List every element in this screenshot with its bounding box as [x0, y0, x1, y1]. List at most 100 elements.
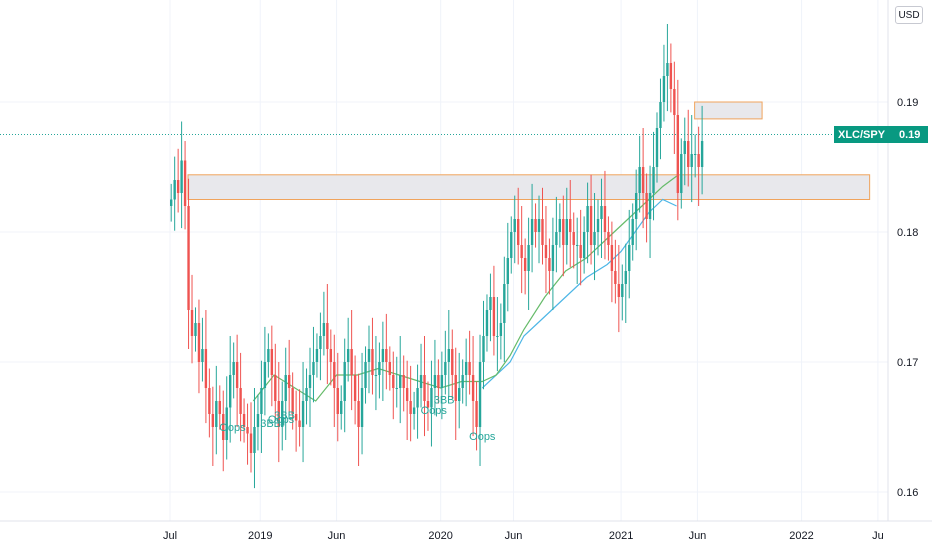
- candle-body: [315, 349, 319, 362]
- candle-body: [440, 375, 444, 388]
- candle-body: [471, 375, 475, 401]
- currency-button[interactable]: USD: [895, 6, 923, 24]
- candle-body: [510, 232, 513, 258]
- candle-body: [423, 375, 426, 401]
- x-axis[interactable]: Jul 2019 Jun 2020 Jun 2021 Jun 2022 Ju: [163, 530, 884, 542]
- candle-body: [430, 388, 433, 408]
- candle-body: [669, 63, 673, 89]
- last-price-tag: XLC/SPY 0.19: [834, 126, 928, 143]
- candle-body: [596, 219, 600, 232]
- candle-body: [284, 375, 287, 401]
- candle-body: [263, 362, 267, 388]
- candle-body: [541, 219, 544, 245]
- candle-body: [589, 206, 593, 245]
- candle-body: [329, 349, 333, 362]
- candle-body: [534, 219, 537, 232]
- chart-grid: [0, 0, 888, 521]
- candle-body: [555, 232, 558, 245]
- candle-body: [579, 245, 582, 258]
- candle-body: [485, 310, 489, 336]
- candle-body: [655, 128, 659, 167]
- candle-body: [569, 219, 572, 232]
- candle-body: [412, 407, 416, 414]
- candle-body: [697, 154, 700, 167]
- candle-body: [586, 206, 589, 232]
- candle-body: [308, 375, 312, 388]
- candle-body: [634, 193, 638, 219]
- candle-body: [357, 401, 360, 427]
- candle-body: [371, 349, 374, 375]
- candle-body: [374, 375, 378, 376]
- candle-body: [499, 323, 503, 336]
- candle-body: [409, 401, 412, 414]
- candle-body: [527, 245, 530, 271]
- candle-body: [652, 167, 655, 193]
- candle-body: [346, 349, 350, 362]
- candle-body: [208, 388, 211, 414]
- candle-body: [447, 349, 450, 362]
- candle-body: [405, 388, 409, 401]
- candle-body: [270, 349, 274, 375]
- candle-body: [204, 349, 208, 388]
- candle-body: [395, 388, 398, 389]
- candle-body: [492, 297, 496, 336]
- candle-body: [506, 258, 509, 284]
- candle-body: [628, 245, 631, 271]
- zone-rect: [694, 101, 763, 120]
- candle-body: [659, 102, 662, 128]
- candle-body: [225, 407, 228, 440]
- candle-body: [385, 349, 388, 362]
- candle-body: [215, 401, 218, 427]
- candle-body: [683, 141, 686, 154]
- candle-body: [593, 232, 596, 245]
- candle-body: [388, 362, 392, 375]
- candle-body: [399, 375, 402, 388]
- candle-body: [294, 414, 298, 421]
- candle-body: [235, 362, 239, 388]
- candle-body: [454, 375, 457, 401]
- candle-body: [433, 375, 437, 388]
- last-price-value: 0.19: [899, 128, 921, 141]
- x-tick-label: 2020: [428, 530, 452, 542]
- candle-body: [673, 89, 676, 115]
- candle-body: [662, 76, 666, 102]
- candle-body: [333, 362, 336, 388]
- candle-body: [503, 284, 506, 323]
- candle-body: [378, 362, 381, 375]
- candle-body: [426, 401, 430, 408]
- candle-body: [631, 219, 634, 245]
- candle-body: [381, 349, 385, 362]
- candle-body: [530, 219, 534, 245]
- candle-body: [614, 271, 617, 284]
- signal-label: 3BB: [260, 418, 281, 430]
- candle-body: [249, 433, 253, 453]
- candle-body: [392, 375, 395, 388]
- candle-body: [444, 362, 447, 375]
- candle-body: [343, 362, 346, 401]
- candle-body: [256, 414, 260, 427]
- candle-body: [537, 219, 541, 232]
- candle-body: [170, 199, 173, 206]
- candle-body: [416, 388, 419, 408]
- candle-body: [458, 388, 461, 401]
- candle-body: [364, 362, 367, 388]
- candle-body: [353, 375, 357, 401]
- candle-body: [326, 323, 329, 349]
- y-axis[interactable]: 0.16 0.17 0.18 0.19: [897, 97, 918, 499]
- candle-body: [451, 349, 454, 375]
- candle-body: [232, 362, 235, 375]
- x-tick-label: Jul: [163, 530, 177, 542]
- candle-body: [298, 420, 301, 427]
- candle-body: [700, 141, 704, 167]
- x-tick-label: Jun: [689, 530, 707, 542]
- signal-label: Oops: [421, 405, 448, 417]
- x-tick-label: Jun: [328, 530, 346, 542]
- candle-body: [253, 427, 256, 453]
- candle-body: [687, 141, 690, 167]
- candle-body: [437, 375, 440, 388]
- candle-body: [360, 388, 364, 427]
- candle-body: [218, 401, 221, 414]
- candle-body: [478, 362, 482, 427]
